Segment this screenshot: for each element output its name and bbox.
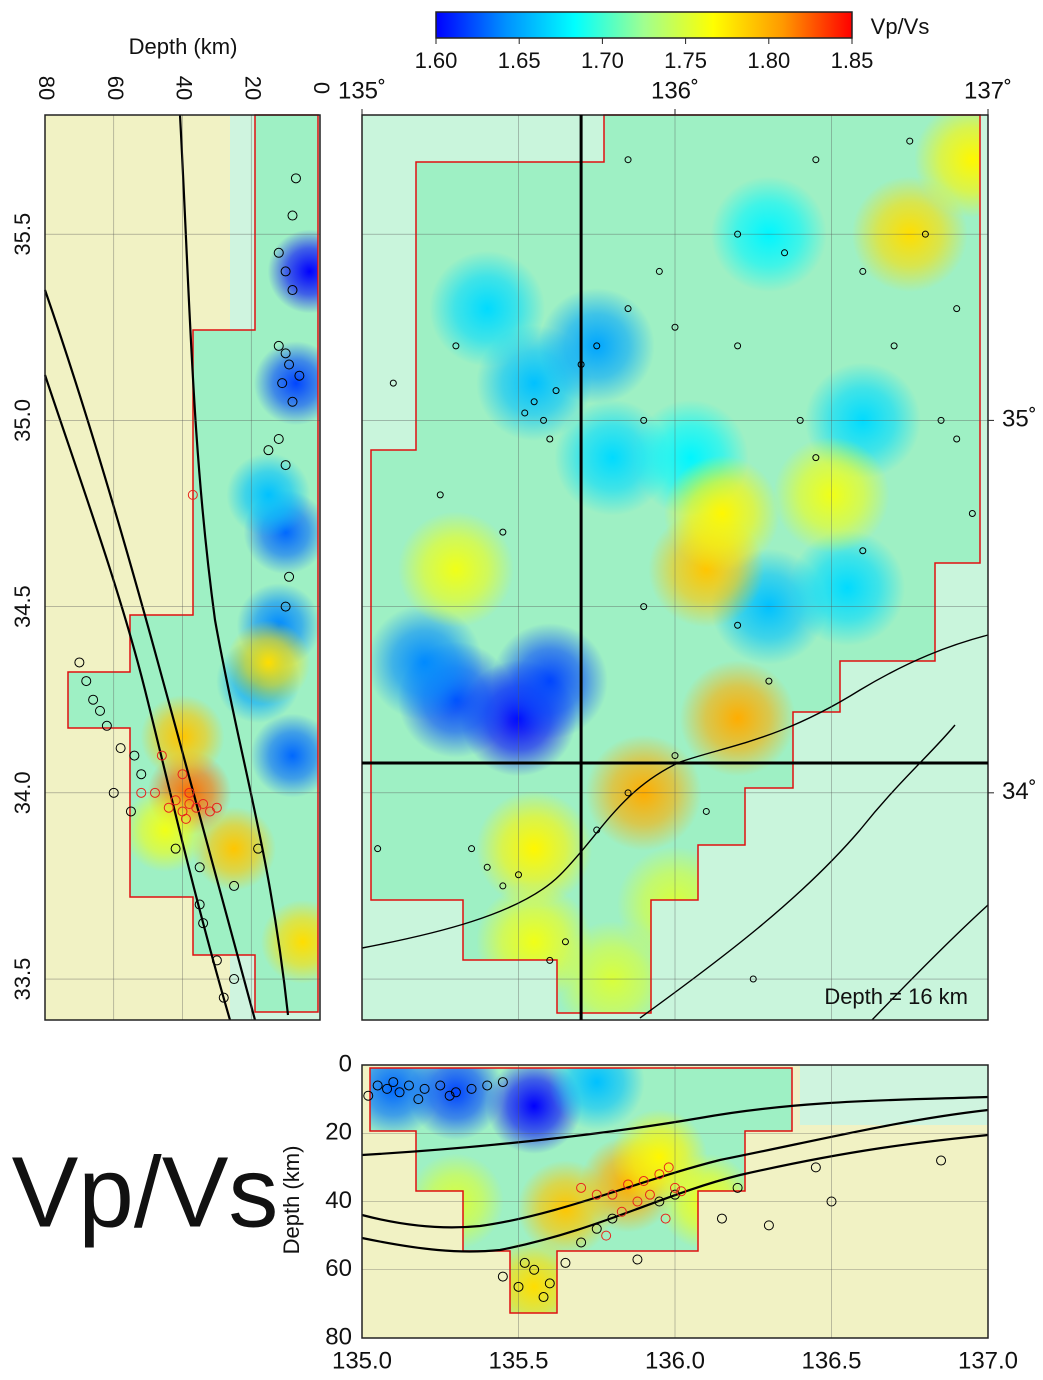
- x-tick-label: 136.5: [801, 1347, 861, 1374]
- y-tick-label: 35˚: [1002, 406, 1037, 433]
- velocity-anomaly: [226, 620, 310, 704]
- y-tick-label: 35.5: [10, 213, 35, 256]
- y-tick-label: 20: [325, 1119, 352, 1146]
- section-background: [800, 1065, 988, 1125]
- colorbar-tick-label: 1.60: [415, 48, 458, 73]
- colorbar-tick-label: 1.65: [498, 48, 541, 73]
- colorbar-label: Vp/Vs: [871, 14, 930, 39]
- y-tick-label: 34˚: [1002, 778, 1037, 805]
- velocity-anomaly: [251, 714, 335, 798]
- velocity-anomaly: [345, 1041, 441, 1137]
- y-tick-label: 35.0: [10, 399, 35, 442]
- velocity-anomaly: [664, 455, 780, 571]
- y-tick-label: 40: [325, 1187, 352, 1214]
- x-tick-label: 80: [34, 76, 59, 100]
- velocity-anomaly: [914, 102, 1030, 218]
- x-tick-label: 135˚: [338, 77, 386, 104]
- x-tick-label: 135.5: [488, 1347, 548, 1374]
- velocity-anomaly: [268, 229, 352, 313]
- x-tick-label: 60: [103, 76, 128, 100]
- figure: Vp/Vs Depth = 16 km Depth (km) Depth (km…: [0, 0, 1043, 1380]
- colorbar-tick-label: 1.85: [831, 48, 874, 73]
- colorbar-tick-label: 1.70: [581, 48, 624, 73]
- y-tick-label: 34.0: [10, 771, 35, 814]
- velocity-anomaly: [398, 511, 514, 627]
- velocity-anomaly: [539, 288, 655, 404]
- x-tick-label: 137˚: [964, 77, 1012, 104]
- x-tick-label: 40: [172, 76, 197, 100]
- x-axis-label: Depth (km): [129, 34, 238, 59]
- y-tick-label: 80: [325, 1323, 352, 1350]
- x-tick-label: 137.0: [958, 1347, 1018, 1374]
- colorbar-tick-label: 1.80: [747, 48, 790, 73]
- annotation: Depth = 16 km: [824, 984, 968, 1009]
- velocity-anomaly: [429, 251, 545, 367]
- y-tick-label: 60: [325, 1255, 352, 1282]
- x-tick-label: 135.0: [332, 1347, 392, 1374]
- velocity-anomaly: [549, 1034, 645, 1130]
- velocity-anomaly: [680, 660, 796, 776]
- y-axis-label: Depth (km): [279, 1146, 304, 1255]
- y-tick-label: 0: [339, 1050, 352, 1077]
- x-tick-label: 0: [309, 82, 334, 94]
- velocity-anomaly: [254, 341, 338, 425]
- velocity-anomaly: [226, 453, 310, 537]
- figure-label: Vp/Vs: [12, 1136, 279, 1248]
- y-tick-label: 34.5: [10, 585, 35, 628]
- colorbar-tick-label: 1.75: [664, 48, 707, 73]
- y-tick-label: 33.5: [10, 958, 35, 1001]
- x-tick-label: 136˚: [651, 77, 699, 104]
- x-tick-label: 20: [240, 76, 265, 100]
- velocity-anomaly: [492, 623, 608, 739]
- colorbar: [436, 12, 852, 38]
- x-tick-label: 136.0: [645, 1347, 705, 1374]
